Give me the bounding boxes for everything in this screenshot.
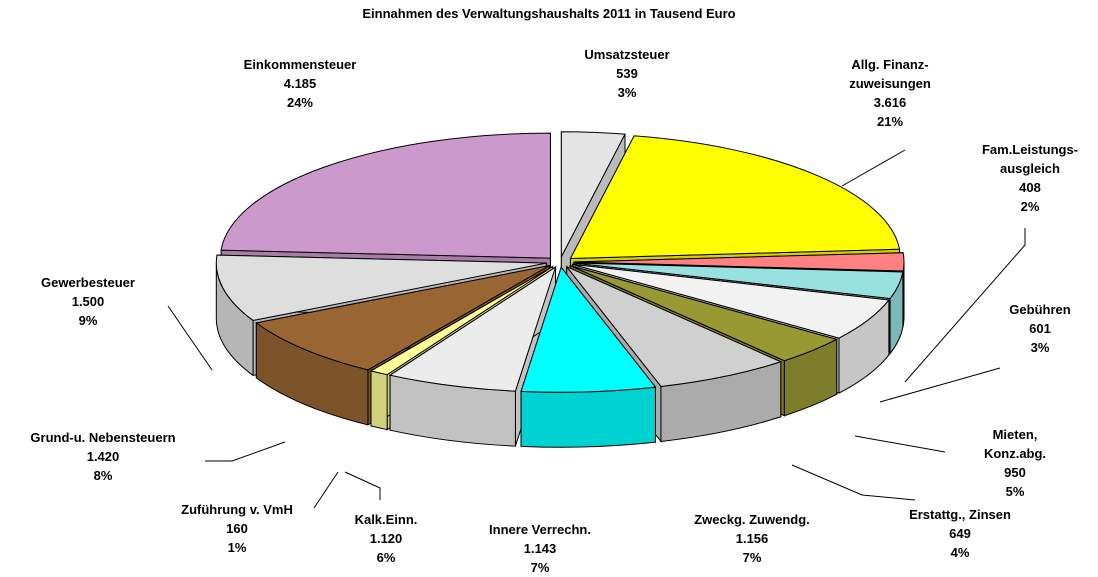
percent-label: 7% <box>530 560 550 575</box>
slice-label: Gewerbesteuer 1.500 9% <box>41 273 135 330</box>
leader-line <box>841 149 906 187</box>
leader-line <box>344 471 381 500</box>
category-label: Kalk.Einn. <box>354 512 418 527</box>
value-label: 4.185 <box>283 76 317 91</box>
percent-label: 3% <box>617 85 637 100</box>
leader-line <box>904 228 1026 383</box>
slice-label: Allg. Finanz- zuweisungen 3.616 21% <box>849 55 931 131</box>
percent-label: 6% <box>376 550 396 565</box>
percent-label: 21% <box>876 114 904 129</box>
slice-label: Gebühren 601 3% <box>1009 300 1070 357</box>
category-label: Mieten, Konz.abg. <box>983 427 1047 461</box>
slice <box>569 135 901 260</box>
category-label: Gewerbesteuer <box>41 275 135 290</box>
value-label: 1.120 <box>369 531 403 546</box>
category-label: Gebühren <box>1009 302 1071 317</box>
value-label: 1.143 <box>523 541 557 556</box>
percent-label: 24% <box>286 95 314 110</box>
chart-title: Einnahmen des Verwaltungshaushalts 2011 … <box>362 6 736 21</box>
percent-label: 1% <box>227 540 247 555</box>
slice-wall <box>520 386 656 448</box>
category-label: Einkommensteuer <box>243 57 357 72</box>
category-label: Erstattg., Zinsen <box>909 507 1011 522</box>
slice-label: Erstattg., Zinsen 649 4% <box>909 505 1011 562</box>
value-label: 601 <box>1029 321 1051 336</box>
category-label: Innere Verrechn. <box>489 522 591 537</box>
value-label: 539 <box>616 66 638 81</box>
slice <box>388 265 557 392</box>
value-label: 408 <box>1019 180 1041 195</box>
category-label: Fam.Leistungs- ausgleich <box>981 142 1079 176</box>
slice <box>560 131 626 257</box>
slice <box>215 254 547 321</box>
category-label: Umsatzsteuer <box>584 47 670 62</box>
slice-label: Einkommensteuer 4.185 24% <box>244 55 357 112</box>
leader-line <box>879 367 1001 403</box>
slice <box>369 266 553 376</box>
category-label: Allg. Finanz- zuweisungen <box>849 57 931 91</box>
slice <box>566 266 783 387</box>
value-label: 160 <box>226 521 248 536</box>
percent-label: 8% <box>93 468 113 483</box>
value-label: 1.420 <box>86 449 120 464</box>
percent-label: 7% <box>742 550 762 565</box>
category-label: Zweckg. Zuwendg. <box>694 512 810 527</box>
slice-label: Fam.Leistungs- ausgleich 408 2% <box>982 140 1078 216</box>
value-label: 1.500 <box>71 294 105 309</box>
percent-label: 5% <box>1005 484 1025 499</box>
slice <box>573 252 905 272</box>
slice-wall <box>370 370 388 431</box>
leader-line <box>791 464 916 501</box>
slice <box>570 265 839 362</box>
slice-label: Grund-u. Nebensteuern 1.420 8% <box>30 428 175 485</box>
slice <box>572 263 890 339</box>
percent-label: 4% <box>950 545 970 560</box>
value-label: 649 <box>949 526 971 541</box>
slice <box>220 132 551 259</box>
leader-line <box>205 441 286 462</box>
slice-label: Zweckg. Zuwendg. 1.156 7% <box>694 510 810 567</box>
slice-label: Mieten, Konz.abg. 950 5% <box>974 425 1057 501</box>
category-label: Grund-u. Nebensteuern <box>30 430 176 445</box>
category-label: Zuführung v. VmH <box>181 502 293 517</box>
slice-label: Zuführung v. VmH 160 1% <box>181 500 293 557</box>
slices <box>215 131 905 448</box>
slice <box>520 266 657 393</box>
leader-line <box>313 471 339 509</box>
leader-line <box>167 305 213 371</box>
value-label: 1.156 <box>735 531 769 546</box>
value-label: 950 <box>1004 465 1026 480</box>
leader-line <box>854 435 946 453</box>
slice-label: Innere Verrechn. 1.143 7% <box>489 520 591 577</box>
slice-label: Kalk.Einn. 1.120 6% <box>355 510 418 567</box>
percent-label: 3% <box>1030 340 1050 355</box>
value-label: 3.616 <box>873 95 907 110</box>
slice <box>573 262 904 300</box>
slice-label: Umsatzsteuer 539 3% <box>584 45 669 102</box>
slice <box>255 265 550 371</box>
percent-label: 2% <box>1020 199 1040 214</box>
percent-label: 9% <box>78 313 98 328</box>
